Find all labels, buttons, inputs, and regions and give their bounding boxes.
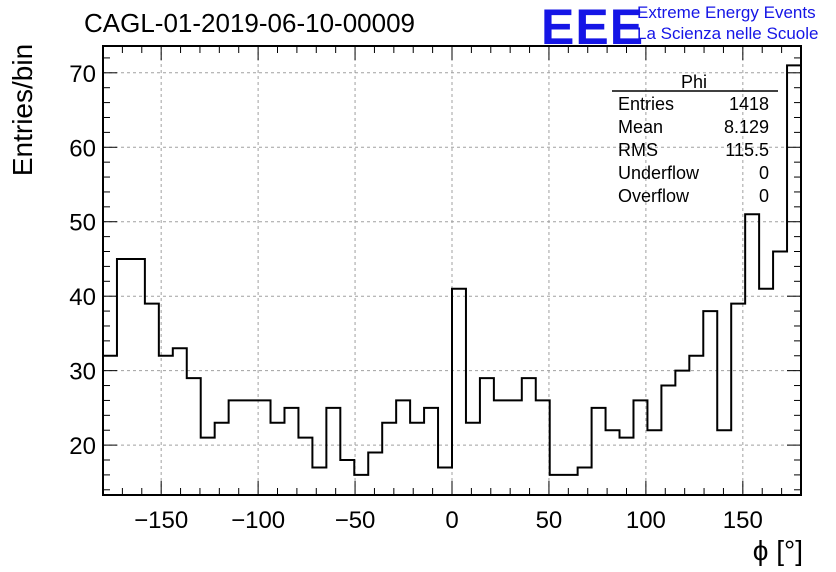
logo-caption-line1: Extreme Energy Events: [637, 3, 816, 22]
histogram-bin: [396, 400, 410, 495]
y-tick-label: 70: [69, 61, 96, 88]
histogram-bin: [661, 386, 675, 495]
histogram-bin: [117, 259, 131, 495]
histogram-bin: [703, 311, 717, 495]
histogram-bin: [522, 378, 536, 495]
x-tick-label: 100: [626, 507, 666, 534]
histogram-bin: [243, 400, 257, 495]
y-tick-label: 20: [69, 433, 96, 460]
stats-row-value: 1418: [729, 94, 769, 114]
y-axis-title: Entries/bin: [7, 44, 38, 176]
axis-ticks: [102, 46, 802, 495]
stats-row-label: RMS: [618, 140, 658, 160]
histogram-bin: [424, 408, 438, 495]
histogram-bin: [452, 289, 466, 495]
histogram-bin: [564, 475, 578, 495]
histogram-bin: [731, 304, 745, 495]
histogram-bin: [145, 304, 159, 495]
histogram-bin: [675, 371, 689, 495]
x-tick-label: −100: [231, 507, 285, 534]
x-tick-label: 50: [536, 507, 563, 534]
histogram-bin: [326, 408, 340, 495]
histogram-bin: [382, 423, 396, 495]
x-tick-label: −50: [335, 507, 376, 534]
stats-row-label: Mean: [618, 117, 663, 137]
histogram-bin: [689, 356, 703, 495]
stats-row-label: Overflow: [618, 186, 690, 206]
histogram-bin: [494, 400, 508, 495]
y-tick-label: 50: [69, 210, 96, 237]
stats-row-value: 8.129: [724, 117, 769, 137]
y-tick-label: 40: [69, 284, 96, 311]
stats-row-label: Entries: [618, 94, 674, 114]
histogram-bin: [131, 259, 145, 495]
stats-box-name: Phi: [681, 72, 707, 92]
histogram-bin: [592, 408, 606, 495]
histogram-bin: [620, 438, 634, 495]
histogram-bin: [173, 348, 187, 495]
chart-title: CAGL-01-2019-06-10-00009: [84, 8, 415, 38]
histogram-bin: [536, 400, 550, 495]
histogram-plot: [103, 64, 801, 495]
histogram-bin: [284, 408, 298, 495]
histogram-bin: [773, 252, 787, 495]
histogram-outline: [103, 64, 801, 476]
histogram-bin: [550, 475, 564, 495]
x-axis-title: ϕ [°]: [753, 535, 803, 566]
stats-box: Phi Entries 1418 Mean 8.129 RMS 115.5 Underflow…: [612, 72, 778, 206]
histogram-bin: [410, 423, 424, 495]
stats-row-value: 0: [759, 186, 769, 206]
histogram-bin: [438, 467, 452, 495]
histogram-bin: [606, 430, 620, 495]
histogram-bin: [633, 400, 647, 495]
y-tick-label: 30: [69, 359, 96, 386]
histogram-bin: [354, 475, 368, 495]
histogram-bin: [215, 423, 229, 495]
histogram-bin: [717, 430, 731, 495]
histogram-bin: [480, 378, 494, 495]
histogram-bin: [201, 438, 215, 495]
histogram-bin: [271, 423, 285, 495]
logo-caption-line2: La Scienza nelle Scuole: [637, 24, 819, 43]
x-tick-label: −150: [134, 507, 188, 534]
stats-row-value: 115.5: [725, 140, 769, 160]
histogram-bin: [578, 467, 592, 495]
histogram-bin: [368, 453, 382, 495]
histogram-bin: [647, 430, 661, 495]
histogram-bin: [340, 460, 354, 495]
stats-row-label: Underflow: [618, 163, 700, 183]
stats-row-value: 0: [759, 163, 769, 183]
x-tick-label: 0: [445, 507, 458, 534]
histogram-bin: [508, 400, 522, 495]
y-tick-label: 60: [69, 135, 96, 162]
histogram-bin: [466, 423, 480, 495]
histogram-bin: [759, 289, 773, 495]
histogram-bin: [229, 400, 243, 495]
histogram-bin: [745, 214, 759, 495]
y-tick-labels: 20 30 40 50 60 70: [69, 61, 96, 460]
histogram-bin: [103, 356, 117, 495]
x-tick-labels: −150 −100 −50 0 50 100 150: [134, 507, 763, 534]
histogram-bin: [187, 378, 201, 495]
histogram-bin: [312, 467, 326, 495]
histogram-bin: [159, 356, 173, 495]
histogram-bin: [298, 438, 312, 495]
x-tick-label: 150: [723, 507, 763, 534]
histogram-bin: [257, 400, 271, 495]
